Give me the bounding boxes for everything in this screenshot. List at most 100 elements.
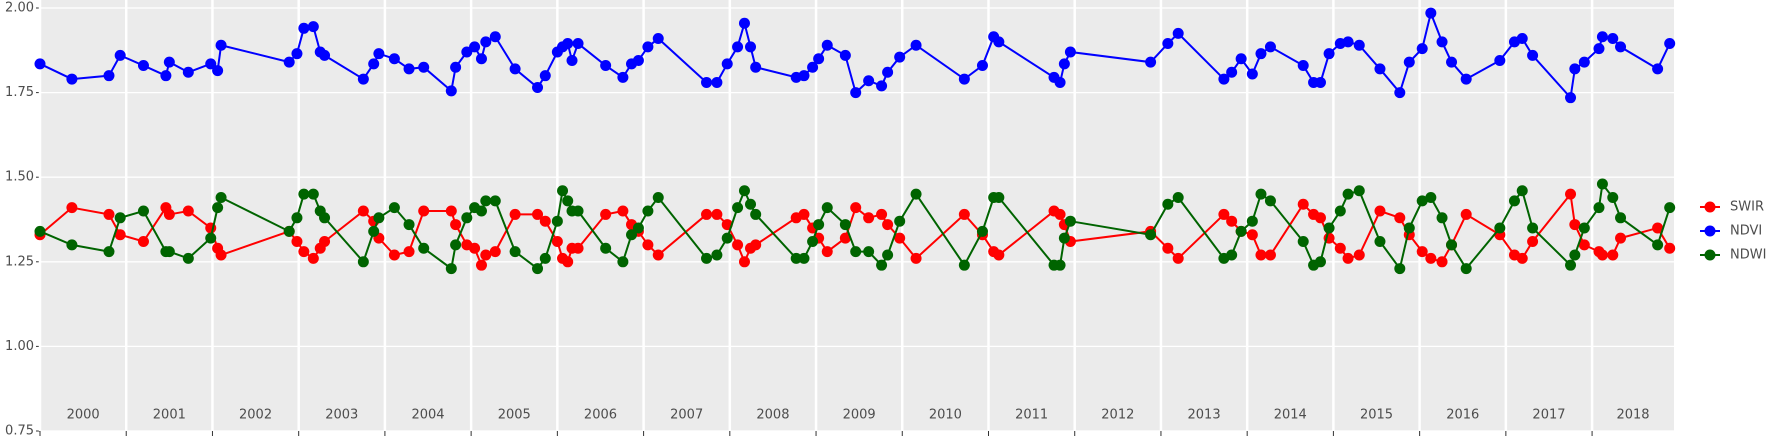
point bbox=[283, 56, 295, 68]
point bbox=[1664, 242, 1676, 254]
point bbox=[557, 185, 569, 197]
point bbox=[1664, 202, 1676, 214]
point bbox=[319, 235, 331, 247]
point bbox=[1403, 56, 1415, 68]
point bbox=[562, 256, 574, 268]
point bbox=[1569, 219, 1581, 231]
point bbox=[469, 41, 481, 53]
point bbox=[357, 256, 369, 268]
point bbox=[1446, 56, 1458, 68]
point bbox=[562, 195, 574, 207]
point bbox=[617, 71, 629, 83]
point bbox=[1054, 259, 1066, 271]
point bbox=[1342, 188, 1354, 200]
point bbox=[66, 202, 78, 214]
point bbox=[373, 212, 385, 224]
point bbox=[1578, 56, 1590, 68]
point bbox=[721, 232, 733, 244]
point bbox=[489, 31, 501, 43]
point bbox=[711, 249, 723, 261]
point bbox=[721, 58, 733, 70]
year-label: 2003 bbox=[325, 408, 358, 423]
point bbox=[388, 53, 400, 65]
point bbox=[910, 252, 922, 264]
point bbox=[475, 205, 487, 217]
year-label: 2014 bbox=[1274, 408, 1307, 423]
point bbox=[539, 70, 551, 82]
point bbox=[1460, 208, 1472, 220]
point bbox=[205, 232, 217, 244]
point bbox=[1246, 215, 1258, 227]
y-tick-label: 1.25 bbox=[5, 254, 34, 269]
point bbox=[821, 246, 833, 258]
point bbox=[738, 256, 750, 268]
point bbox=[182, 66, 194, 78]
point bbox=[403, 246, 415, 258]
point bbox=[1058, 232, 1070, 244]
point bbox=[1235, 53, 1247, 65]
y-tick-label: 1.75 bbox=[5, 85, 34, 100]
point bbox=[114, 49, 126, 61]
point bbox=[182, 205, 194, 217]
point bbox=[642, 41, 654, 53]
point bbox=[1403, 222, 1415, 234]
point bbox=[291, 48, 303, 60]
point bbox=[1394, 87, 1406, 99]
point bbox=[1314, 212, 1326, 224]
point bbox=[450, 61, 462, 73]
point bbox=[212, 65, 224, 77]
point bbox=[1374, 63, 1386, 75]
point bbox=[1494, 54, 1506, 66]
point bbox=[566, 54, 578, 66]
point bbox=[894, 232, 906, 244]
point bbox=[1064, 46, 1076, 58]
point bbox=[863, 246, 875, 258]
point bbox=[551, 215, 563, 227]
point bbox=[1652, 222, 1664, 234]
point bbox=[711, 76, 723, 88]
point bbox=[137, 235, 149, 247]
point bbox=[137, 60, 149, 72]
point bbox=[882, 219, 894, 231]
year-label: 2010 bbox=[929, 408, 962, 423]
point bbox=[1297, 235, 1309, 247]
point bbox=[1516, 252, 1528, 264]
point bbox=[418, 242, 430, 254]
point bbox=[1460, 73, 1472, 85]
point bbox=[839, 232, 851, 244]
point bbox=[212, 202, 224, 214]
point bbox=[745, 198, 757, 210]
point bbox=[1527, 222, 1539, 234]
point bbox=[475, 53, 487, 65]
point bbox=[489, 246, 501, 258]
point bbox=[1058, 58, 1070, 70]
legend-label: NDWI bbox=[1730, 248, 1766, 263]
y-tick-label: 1.00 bbox=[5, 339, 34, 354]
point bbox=[1527, 235, 1539, 247]
point bbox=[1353, 185, 1365, 197]
point bbox=[572, 205, 584, 217]
year-label: 2000 bbox=[67, 408, 100, 423]
point bbox=[1235, 225, 1247, 237]
year-label: 2008 bbox=[756, 408, 789, 423]
point bbox=[813, 53, 825, 65]
point bbox=[1652, 63, 1664, 75]
point bbox=[1264, 249, 1276, 261]
point bbox=[642, 205, 654, 217]
year-label: 2001 bbox=[153, 408, 186, 423]
point bbox=[215, 249, 227, 261]
point bbox=[1342, 36, 1354, 48]
point bbox=[750, 208, 762, 220]
point bbox=[1394, 212, 1406, 224]
point bbox=[1162, 38, 1174, 50]
point bbox=[807, 235, 819, 247]
point bbox=[1607, 32, 1619, 44]
point bbox=[1615, 232, 1627, 244]
point bbox=[539, 215, 551, 227]
point bbox=[469, 242, 481, 254]
point bbox=[215, 192, 227, 204]
point bbox=[1596, 31, 1608, 43]
point bbox=[291, 235, 303, 247]
point bbox=[509, 208, 521, 220]
